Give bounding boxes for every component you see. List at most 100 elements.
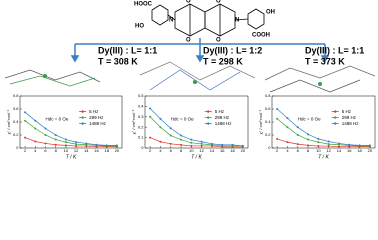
data-point [368, 144, 371, 147]
mol-label: HOOC [134, 2, 153, 8]
series-line [276, 118, 370, 147]
data-point [34, 127, 37, 130]
panel-ratio: Dy(III) : L= 1:1 [305, 45, 364, 55]
y-axis-label: χ'' / cm³ mol⁻¹ [131, 109, 136, 134]
legend-marker [334, 116, 337, 119]
mol-label: COOH [252, 33, 270, 39]
data-point [276, 108, 279, 110]
series-line [24, 137, 117, 148]
x-tick-label: 6 [44, 148, 47, 153]
x-tick-label: 14 [210, 148, 215, 153]
x-tick-label: 12 [326, 148, 331, 153]
x-axis-label: T / K [191, 154, 202, 160]
legend-label: 299 Hz [215, 115, 230, 120]
x-tick-label: 10 [316, 148, 321, 153]
y-tick-label: 0.6 [13, 106, 19, 111]
plot-frame [144, 95, 249, 149]
x-tick-label: 18 [104, 148, 109, 153]
data-point [159, 140, 162, 143]
data-point [221, 143, 224, 146]
plot-frame [19, 95, 123, 149]
legend-marker [334, 122, 337, 125]
y-tick-label: 0 [141, 145, 144, 150]
data-point [241, 144, 244, 147]
y-tick-label: 0.5 [138, 93, 144, 98]
data-point [210, 142, 213, 145]
data-point [54, 138, 57, 141]
panel-ratio: Dy(III) : L= 1:1 [98, 45, 157, 55]
legend-label: 5 Hz [215, 109, 225, 114]
series-line [24, 111, 117, 146]
x-tick-label: 4 [159, 148, 162, 153]
y-tick-label: 0 [268, 145, 271, 150]
x-tick-label: 6 [297, 148, 300, 153]
data-point [327, 140, 330, 143]
data-point [169, 134, 172, 137]
x-tick-label: 20 [115, 148, 120, 153]
y-tick-label: 0.4 [265, 119, 271, 124]
data-point [307, 138, 310, 141]
x-axis-label: T / K [318, 154, 329, 160]
mol-label: O [216, 38, 221, 44]
data-point [44, 127, 47, 130]
y-tick-label: 0.1 [138, 135, 144, 140]
data-point [149, 136, 152, 139]
x-tick-label: 18 [230, 148, 235, 153]
data-point [24, 136, 27, 139]
x-tick-label: 20 [241, 148, 246, 153]
data-point [276, 137, 279, 140]
data-point [64, 144, 67, 147]
panel-temperature: T = 308 K [98, 56, 138, 66]
legend-marker [81, 110, 84, 113]
crystal-structure [4, 61, 376, 93]
mol-label: O [216, 0, 221, 5]
data-point [75, 145, 78, 148]
x-tick-label: 14 [84, 148, 89, 153]
data-point [307, 133, 310, 136]
x-axis-label: T / K [66, 154, 77, 160]
x-tick-label: 2 [276, 148, 279, 153]
y-tick-label: 0.4 [13, 119, 19, 124]
data-point [64, 141, 67, 144]
mol-label: N [235, 18, 239, 24]
data-point [105, 144, 108, 147]
legend-marker [334, 110, 337, 113]
data-point [169, 142, 172, 145]
y-axis-label: χ'' / cm³ mol⁻¹ [6, 109, 11, 134]
y-axis-label: χ'' / cm³ mol⁻¹ [258, 109, 263, 134]
panel-temperature: T = 298 K [203, 56, 243, 66]
legend-marker [207, 116, 210, 119]
data-point [276, 117, 279, 120]
data-point [180, 138, 183, 141]
data-point [190, 138, 193, 141]
data-point [180, 134, 183, 137]
data-point [200, 142, 203, 145]
data-point [64, 138, 67, 141]
graphical-abstract: HOOC HO O N N O O O OH COOH Dy(III) : L=… [4, 0, 376, 160]
y-tick-label: 0.3 [138, 114, 144, 119]
data-point [337, 145, 340, 148]
series-line [149, 116, 243, 147]
x-tick-label: 10 [189, 148, 194, 153]
data-point [159, 126, 162, 129]
y-tick-label: 0.2 [265, 132, 271, 137]
mol-label: O [186, 0, 191, 5]
plot-frame [271, 95, 376, 149]
x-tick-label: 2 [24, 148, 27, 153]
legend-label: 299 Hz [342, 115, 357, 120]
y-tick-label: 0.8 [13, 93, 19, 98]
series-line [150, 137, 243, 148]
panel-temperature: T = 373 K [305, 56, 345, 66]
data-point [190, 141, 193, 144]
data-point [317, 141, 320, 144]
legend-label: 5 Hz [342, 109, 352, 114]
data-point [44, 134, 47, 136]
data-point [286, 126, 289, 129]
data-point [337, 142, 340, 145]
x-tick-label: 16 [220, 148, 225, 153]
data-point [286, 141, 289, 144]
annotation: Hdc = 0 Oe [298, 117, 321, 122]
y-tick-label: 0.2 [13, 132, 19, 137]
data-point [307, 144, 310, 147]
data-point [159, 117, 162, 120]
